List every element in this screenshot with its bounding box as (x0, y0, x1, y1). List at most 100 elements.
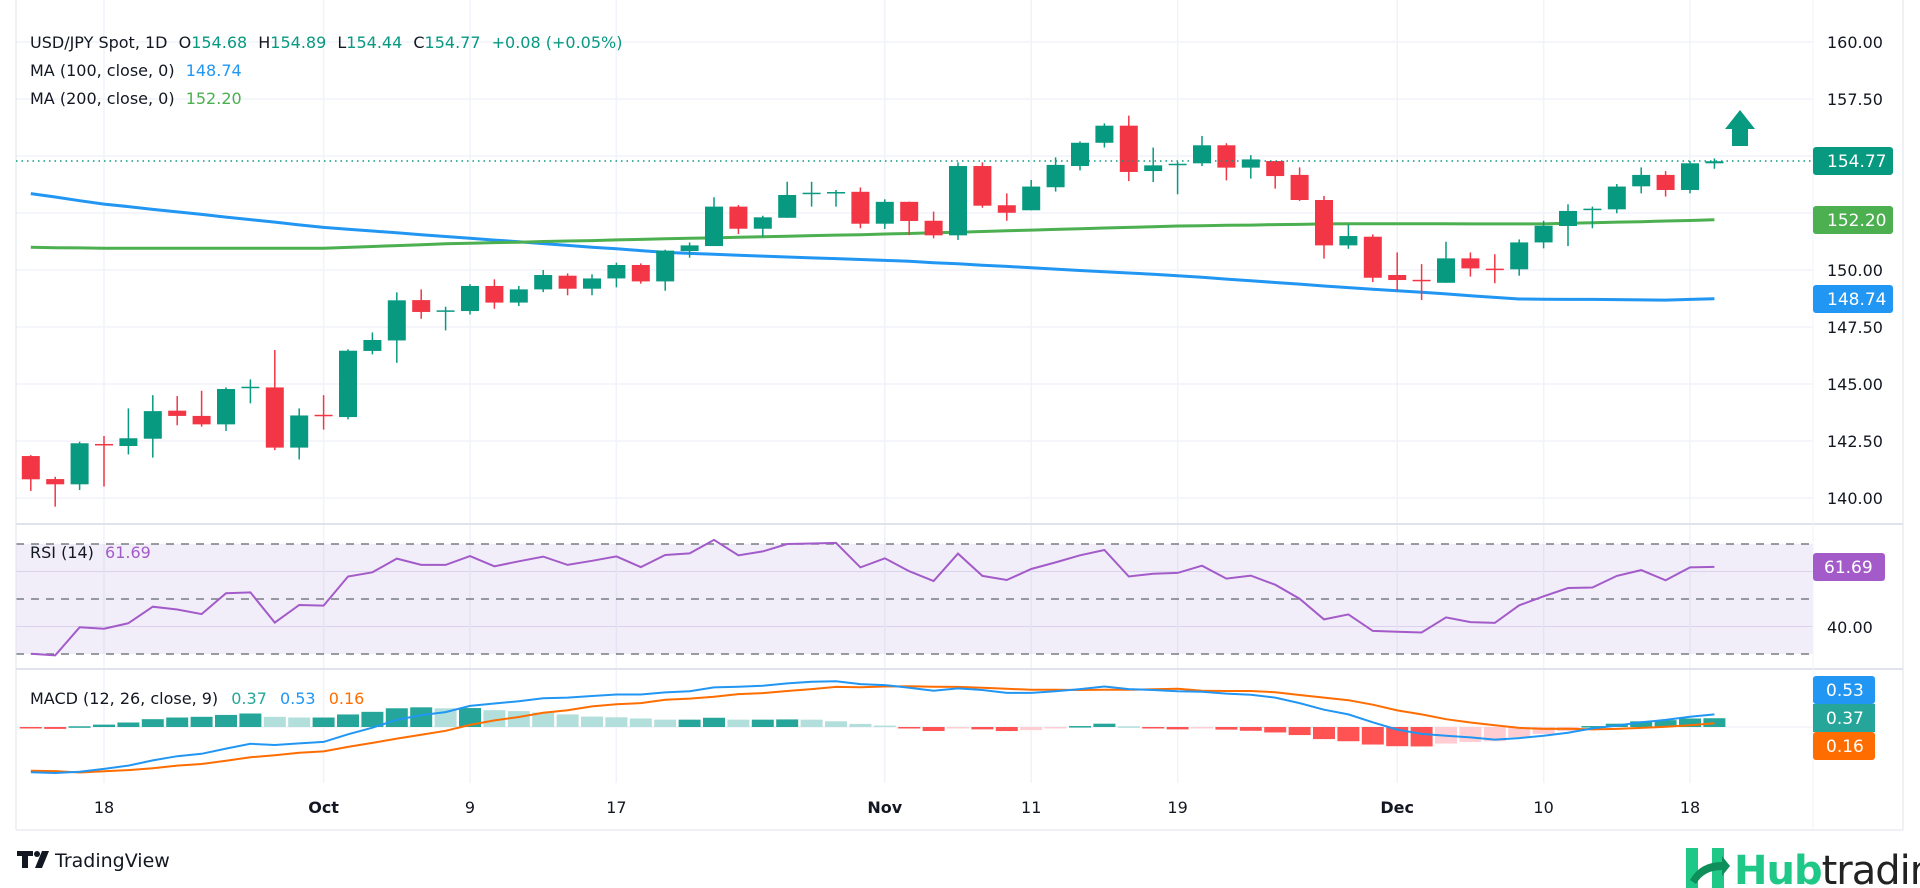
candle[interactable] (1388, 252, 1407, 291)
candle[interactable] (509, 285, 528, 307)
price-axis-tick: 160.00 (1827, 33, 1883, 52)
macd-histogram-bar (1239, 727, 1262, 731)
candle[interactable] (1437, 241, 1455, 283)
candle[interactable] (95, 435, 113, 487)
rsi-line[interactable] (30, 538, 1715, 657)
close-value: 154.77 (425, 33, 481, 52)
candle[interactable] (339, 349, 357, 420)
candle[interactable] (1144, 147, 1163, 182)
candle[interactable] (802, 181, 821, 207)
candle[interactable] (1193, 135, 1211, 167)
candle[interactable] (900, 201, 919, 236)
candle[interactable] (387, 292, 406, 363)
candle[interactable] (1339, 224, 1358, 249)
candle[interactable] (973, 162, 992, 208)
up-arrow-icon[interactable] (1725, 110, 1755, 146)
tradingview-logo[interactable]: TradingView (17, 850, 170, 872)
ma200-legend[interactable]: MA (200, close, 0) 152.20 (30, 89, 242, 108)
candle[interactable] (705, 197, 723, 247)
candle[interactable] (168, 396, 187, 426)
candle[interactable] (314, 395, 333, 430)
candle[interactable] (1071, 141, 1089, 171)
rsi-legend[interactable]: RSI (14) 61.69 (30, 543, 151, 562)
candle[interactable] (1095, 123, 1114, 148)
candle[interactable] (485, 279, 504, 309)
candle[interactable] (656, 249, 675, 291)
candle[interactable] (1485, 254, 1504, 284)
candle[interactable] (412, 289, 431, 319)
candle[interactable] (924, 211, 943, 239)
candle[interactable] (1022, 179, 1041, 211)
candle[interactable] (21, 455, 40, 491)
candle[interactable] (1632, 167, 1651, 194)
candle[interactable] (1315, 195, 1333, 259)
candle[interactable] (607, 262, 626, 288)
candle[interactable] (1583, 206, 1602, 229)
candle[interactable] (1363, 234, 1382, 283)
candle[interactable] (1241, 155, 1260, 179)
candle-body (46, 479, 65, 485)
close-label: C (413, 33, 424, 52)
candle[interactable] (949, 162, 967, 240)
candle[interactable] (1681, 161, 1699, 194)
ma100-legend[interactable]: MA (100, close, 0) 148.74 (30, 61, 242, 80)
price-pane[interactable] (21, 115, 1724, 507)
candle[interactable] (143, 395, 162, 458)
candle[interactable] (680, 242, 699, 258)
candle[interactable] (241, 379, 260, 404)
symbol-title[interactable]: USD/JPY Spot, 1D (30, 33, 168, 52)
macd-line[interactable] (30, 680, 1715, 775)
ma100-line[interactable] (30, 192, 1715, 302)
candle[interactable] (827, 189, 845, 207)
candle[interactable] (290, 408, 309, 460)
macd-legend[interactable]: MACD (12, 26, close, 9) 0.37 0.53 0.16 (30, 689, 364, 708)
candle[interactable] (631, 263, 650, 284)
candle[interactable] (1168, 161, 1187, 195)
macd-histogram-bar (1313, 727, 1335, 740)
candle-body (949, 166, 967, 236)
candle[interactable] (1607, 184, 1626, 214)
candle[interactable] (461, 284, 479, 315)
candle[interactable] (1290, 167, 1309, 201)
candle[interactable] (119, 408, 138, 455)
candle[interactable] (729, 205, 748, 234)
macd-histogram-bar (1093, 723, 1116, 727)
candle[interactable] (558, 273, 577, 296)
candle[interactable] (583, 274, 601, 296)
candle[interactable] (265, 350, 284, 451)
candle[interactable] (1217, 143, 1236, 181)
candle[interactable] (851, 187, 870, 229)
price-axis[interactable]: 160.00 157.50 150.00 147.50 145.00 142.50 140.… (1827, 33, 1883, 508)
candle[interactable] (1656, 171, 1675, 197)
macd-histogram-bar (678, 719, 701, 727)
candle[interactable] (1559, 204, 1577, 247)
candle[interactable] (1461, 252, 1480, 277)
candle[interactable] (534, 270, 553, 293)
candle[interactable] (192, 390, 211, 427)
candle[interactable] (1534, 220, 1553, 249)
candle[interactable] (363, 332, 382, 355)
ma200-line[interactable] (30, 218, 1715, 250)
candle[interactable] (997, 193, 1016, 221)
candle[interactable] (1412, 264, 1431, 301)
rsi-pane[interactable] (30, 538, 1715, 657)
macd-histogram-bar (703, 717, 725, 727)
macd-histogram-bar (1117, 726, 1140, 728)
date-axis[interactable]: 18 Oct 9 17 Nov 11 19 Dec 10 18 (94, 798, 1700, 817)
candle[interactable] (436, 306, 455, 331)
candle[interactable] (1705, 158, 1724, 169)
macd-histogram-bar (971, 727, 994, 730)
candle[interactable] (1510, 239, 1529, 276)
price-axis-tick: 147.50 (1827, 318, 1883, 337)
candle[interactable] (753, 215, 772, 237)
macd-signal-line[interactable] (30, 685, 1715, 774)
macd-pane[interactable] (19, 680, 1726, 775)
candle[interactable] (1046, 157, 1065, 192)
candle[interactable] (217, 387, 235, 431)
candle[interactable] (1266, 161, 1285, 189)
candle[interactable] (46, 476, 65, 507)
candle[interactable] (778, 181, 797, 218)
candle[interactable] (70, 441, 89, 491)
candle[interactable] (875, 199, 894, 229)
